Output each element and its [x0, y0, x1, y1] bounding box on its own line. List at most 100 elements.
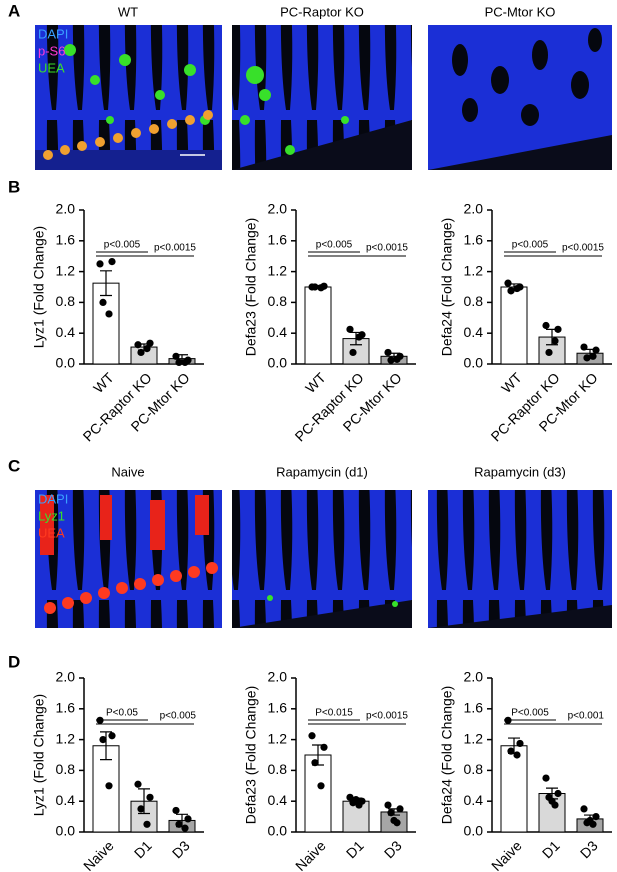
y-tick-label: 1.2 — [56, 730, 76, 746]
y-tick-label: 0.0 — [268, 355, 288, 371]
x-tick-label: Naive — [80, 837, 117, 872]
data-point — [355, 801, 363, 809]
micrograph-naive — [35, 490, 222, 628]
data-point — [105, 782, 113, 790]
y-tick-label: 1.2 — [56, 262, 76, 278]
data-point — [507, 747, 515, 755]
data-point — [308, 732, 316, 740]
y-tick-label: 1.2 — [464, 262, 484, 278]
y-axis-label: Lyz1 (Fold Change) — [31, 226, 47, 348]
data-point — [143, 345, 151, 353]
data-point — [554, 789, 562, 798]
y-tick-label: 2.0 — [56, 201, 76, 217]
data-point — [184, 815, 192, 823]
y-tick-label: 2.0 — [268, 201, 288, 217]
significance-label: P<0.015 — [315, 708, 353, 719]
data-point — [317, 782, 325, 790]
y-tick-label: 0.0 — [56, 823, 76, 839]
bar — [304, 754, 332, 833]
data-point — [545, 348, 553, 357]
y-tick-label: 0.0 — [464, 823, 484, 839]
micrograph-mtor — [428, 25, 612, 170]
data-point — [146, 339, 154, 347]
significance-label: p<0.0015 — [366, 711, 408, 722]
stain-label: DAPI — [38, 491, 68, 506]
y-tick-label: 0.4 — [464, 324, 484, 340]
data-point — [96, 260, 104, 268]
y-tick-label: 1.6 — [56, 232, 76, 248]
x-tick-label: D3 — [577, 837, 601, 861]
x-tick-label: D1 — [343, 837, 367, 861]
y-tick-label: 2.0 — [464, 201, 484, 217]
y-tick-label: 1.6 — [268, 232, 288, 248]
bar — [500, 286, 528, 365]
bar — [304, 286, 332, 365]
y-tick-label: 2.0 — [56, 669, 76, 685]
image-title: PC-Mtor KO — [485, 4, 556, 19]
y-tick-label: 1.6 — [56, 700, 76, 716]
y-axis-label: Defa23 (Fold Change) — [243, 686, 259, 825]
y-tick-label: 0.4 — [268, 324, 288, 340]
panel-letter: C — [8, 456, 20, 475]
data-point — [108, 732, 116, 740]
micrograph-rapa-d1 — [232, 490, 412, 628]
data-point — [346, 793, 354, 801]
image-title: PC-Raptor KO — [280, 4, 364, 19]
panel-letter: D — [8, 652, 20, 671]
data-point — [384, 801, 392, 809]
significance-label: p<0.005 — [512, 240, 549, 251]
image-title: Rapamycin (d3) — [474, 464, 566, 479]
image-title: Naive — [111, 464, 144, 479]
data-point — [551, 337, 559, 345]
y-tick-label: 1.6 — [268, 700, 288, 716]
y-tick-label: 0.8 — [268, 761, 288, 777]
data-point — [99, 298, 107, 306]
panel-letter: B — [8, 177, 20, 196]
data-point — [175, 820, 183, 828]
x-tick-label: Naive — [488, 837, 525, 872]
image-title: WT — [118, 4, 138, 19]
y-tick-label: 2.0 — [268, 669, 288, 685]
y-tick-label: 1.6 — [464, 700, 484, 716]
data-point — [355, 333, 363, 341]
x-tick-label: D3 — [381, 837, 405, 861]
data-point — [387, 356, 395, 364]
data-point — [137, 805, 145, 813]
data-point — [346, 325, 354, 333]
stain-label: p-S6 — [38, 43, 65, 58]
stain-label: UEA — [38, 525, 65, 540]
data-point — [181, 358, 189, 367]
significance-label: P<0.05 — [106, 708, 138, 719]
data-point — [393, 355, 401, 363]
y-tick-label: 0.8 — [464, 761, 484, 777]
y-tick-label: 1.2 — [464, 730, 484, 746]
micrograph-wt — [35, 25, 222, 170]
data-point — [311, 283, 319, 291]
y-tick-label: 2.0 — [464, 669, 484, 685]
y-axis-label: Lyz1 (Fold Change) — [31, 694, 47, 816]
data-point — [108, 257, 116, 266]
y-tick-label: 0.4 — [268, 792, 288, 808]
y-tick-label: 0.8 — [268, 293, 288, 309]
data-point — [311, 759, 319, 767]
data-point — [516, 739, 524, 748]
y-tick-label: 0.4 — [464, 792, 484, 808]
y-axis-label: Defa24 (Fold Change) — [439, 686, 455, 825]
x-tick-label: Naive — [292, 837, 329, 872]
data-point — [592, 813, 600, 821]
data-point — [105, 310, 113, 318]
significance-label: P<0.005 — [511, 708, 549, 719]
y-tick-label: 0.0 — [56, 355, 76, 371]
panel-letter: A — [8, 1, 20, 20]
data-point — [175, 358, 183, 367]
x-tick-label: WT — [90, 369, 117, 396]
data-point — [586, 816, 594, 825]
y-tick-label: 0.8 — [56, 293, 76, 309]
significance-label: p<0.005 — [104, 240, 141, 251]
stain-label: DAPI — [38, 26, 68, 41]
data-point — [137, 348, 145, 357]
data-point — [172, 806, 180, 815]
y-axis-label: Defa23 (Fold Change) — [243, 218, 259, 357]
